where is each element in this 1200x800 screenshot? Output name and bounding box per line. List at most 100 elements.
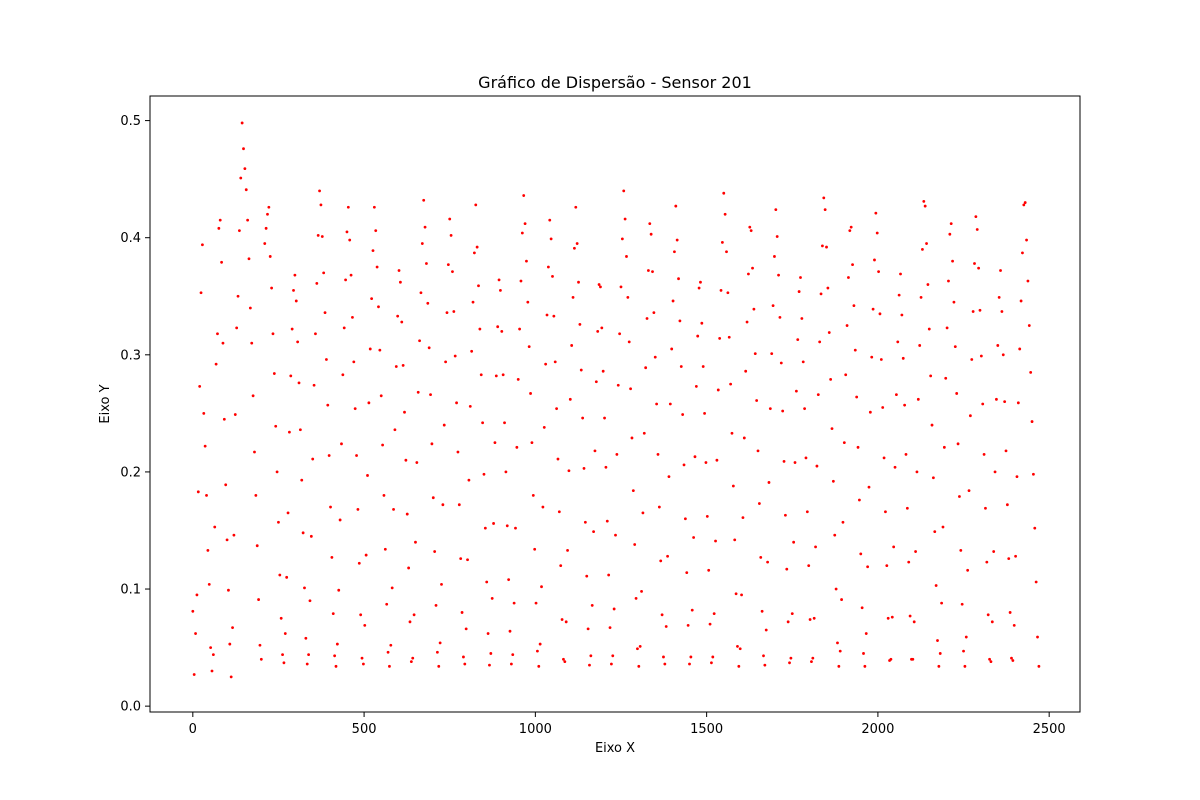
data-point	[592, 530, 595, 534]
data-point	[1036, 635, 1039, 639]
data-point	[803, 407, 806, 411]
data-point	[258, 643, 262, 647]
data-point	[504, 470, 508, 474]
data-point	[911, 657, 915, 661]
data-point	[938, 652, 942, 655]
data-point	[216, 332, 219, 336]
data-point	[1037, 664, 1041, 668]
data-point	[973, 262, 976, 265]
data-point	[259, 657, 263, 661]
data-point	[982, 452, 986, 456]
data-point	[614, 533, 617, 537]
data-point	[544, 362, 548, 366]
data-point	[653, 355, 657, 359]
data-point	[860, 606, 864, 610]
data-point	[218, 218, 222, 222]
data-point	[666, 554, 669, 558]
data-point	[830, 427, 834, 430]
data-point	[341, 373, 345, 377]
data-point	[912, 620, 916, 624]
data-point	[655, 402, 659, 406]
data-point	[988, 657, 991, 661]
data-point	[870, 355, 874, 359]
data-point	[674, 204, 678, 208]
data-point	[640, 589, 643, 593]
data-point	[364, 553, 368, 557]
data-point	[627, 340, 631, 344]
data-point	[884, 510, 887, 514]
data-point	[445, 311, 449, 315]
data-point	[833, 533, 837, 537]
data-point	[363, 623, 367, 627]
data-point	[427, 346, 431, 350]
data-point	[751, 266, 754, 270]
data-point	[984, 506, 987, 510]
data-point	[494, 374, 498, 378]
data-point	[589, 654, 593, 658]
data-point	[859, 552, 863, 556]
data-point	[435, 650, 439, 654]
data-point	[281, 653, 284, 657]
data-point	[205, 493, 208, 497]
data-point	[334, 664, 338, 668]
data-point	[525, 259, 528, 263]
data-point	[748, 225, 752, 229]
data-point	[737, 664, 741, 668]
data-point	[753, 352, 757, 356]
data-point	[316, 233, 320, 237]
data-point	[818, 340, 822, 344]
y-axis-label: Eixo Y	[98, 384, 113, 423]
data-point	[400, 320, 404, 324]
data-point	[325, 358, 328, 361]
data-point	[483, 526, 487, 530]
data-point	[705, 515, 709, 518]
data-point	[715, 458, 719, 462]
data-point	[704, 461, 708, 464]
data-point	[638, 645, 642, 648]
data-point	[800, 317, 804, 320]
data-point	[727, 335, 731, 339]
data-point	[236, 294, 240, 298]
data-point	[243, 167, 247, 171]
data-point	[837, 664, 841, 668]
plot-area	[149, 95, 1081, 713]
data-point	[607, 573, 611, 577]
data-point	[930, 423, 934, 427]
data-point	[636, 647, 639, 651]
data-point	[356, 508, 360, 511]
data-point	[381, 443, 384, 447]
data-point	[553, 360, 557, 364]
data-point	[762, 654, 765, 658]
data-point	[756, 449, 760, 453]
data-point	[429, 393, 432, 397]
data-point	[401, 363, 405, 367]
data-point	[630, 436, 634, 440]
data-point	[557, 510, 561, 514]
data-point	[886, 616, 890, 620]
data-point	[293, 273, 297, 277]
data-point	[599, 285, 602, 289]
data-point	[633, 543, 637, 546]
data-point	[1001, 353, 1005, 357]
data-point	[667, 475, 671, 479]
data-point	[267, 205, 271, 209]
data-point	[788, 661, 791, 665]
data-point	[475, 245, 479, 249]
data-point	[927, 327, 931, 331]
data-point	[819, 292, 823, 296]
data-point	[785, 567, 789, 571]
data-point	[570, 344, 574, 347]
data-point	[892, 545, 896, 549]
data-point	[741, 516, 745, 519]
data-point	[477, 284, 480, 288]
data-point	[270, 286, 273, 290]
data-point	[871, 307, 875, 311]
data-point	[941, 525, 945, 529]
data-point	[266, 212, 269, 216]
data-point	[326, 403, 330, 407]
data-point	[371, 249, 375, 252]
data-point	[331, 612, 335, 616]
data-point	[551, 274, 554, 278]
data-point	[268, 255, 272, 258]
data-point	[694, 385, 698, 388]
